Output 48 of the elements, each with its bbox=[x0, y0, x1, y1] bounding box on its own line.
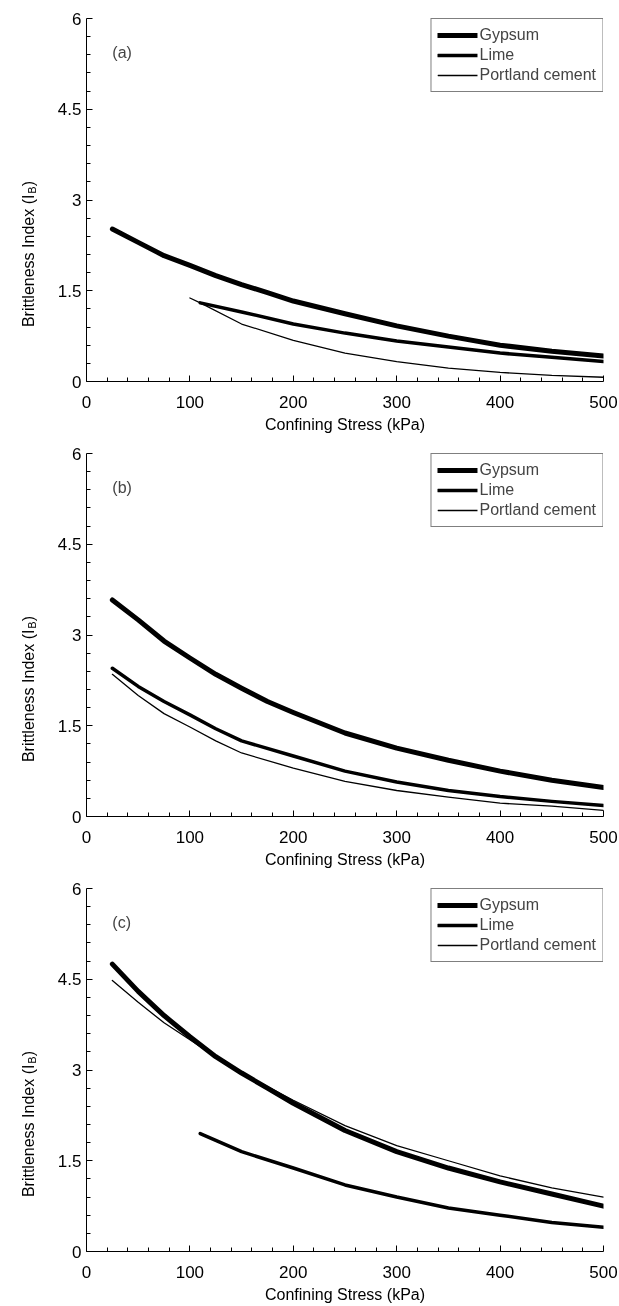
x-axis-title: Confining Stress (kPa) bbox=[264, 850, 426, 868]
x-tick-label: 500 bbox=[589, 827, 618, 847]
legend-label: Portland cement bbox=[479, 66, 596, 84]
y-tick-label: 1.5 bbox=[57, 281, 82, 301]
y-tick-label: 4.5 bbox=[57, 100, 82, 120]
legend-label: Lime bbox=[479, 481, 515, 499]
y-tick-label: 3 bbox=[72, 191, 82, 210]
x-axis-title: Confining Stress (kPa) bbox=[264, 415, 426, 433]
legend-label: Lime bbox=[479, 46, 515, 64]
annotation: (a) bbox=[112, 43, 132, 61]
x-tick-label: 100 bbox=[175, 827, 205, 847]
x-tick-label: 300 bbox=[382, 827, 411, 847]
legend-label: Gypsum bbox=[479, 896, 540, 914]
x-tick-label: 200 bbox=[279, 827, 308, 847]
y-tick-label: 6 bbox=[72, 9, 82, 29]
x-tick-label: 200 bbox=[279, 392, 308, 412]
y-tick-label: 0 bbox=[72, 807, 82, 827]
y-tick-label: 6 bbox=[72, 879, 82, 899]
x-tick-label: 100 bbox=[175, 1262, 205, 1282]
x-tick-label: 400 bbox=[485, 827, 515, 847]
y-tick-label: 4.5 bbox=[57, 970, 82, 990]
legend-label: Gypsum bbox=[479, 26, 540, 44]
y-tick-label: 1.5 bbox=[57, 1151, 82, 1171]
annotation: (c) bbox=[112, 913, 132, 931]
y-tick-label: 3 bbox=[72, 1061, 82, 1080]
y-tick-label: 4.5 bbox=[57, 535, 82, 555]
annotation: (b) bbox=[112, 478, 132, 496]
y-tick-label: 0 bbox=[72, 372, 82, 392]
x-tick-label: 300 bbox=[382, 392, 411, 412]
legend-label: Portland cement bbox=[479, 936, 596, 954]
x-tick-label: 500 bbox=[589, 1262, 618, 1282]
x-tick-label: 300 bbox=[382, 1262, 411, 1282]
y-axis-title: Brittleness Index (IB) bbox=[20, 180, 38, 328]
x-tick-label: 500 bbox=[589, 392, 618, 412]
x-tick-label: 400 bbox=[485, 1262, 515, 1282]
x-tick-label: 200 bbox=[279, 1262, 308, 1282]
y-tick-label: 3 bbox=[72, 626, 82, 645]
y-axis-title: Brittleness Index (IB) bbox=[20, 615, 38, 763]
x-tick-label: 400 bbox=[485, 392, 515, 412]
legend-label: Lime bbox=[479, 916, 515, 934]
legend-label: Gypsum bbox=[479, 461, 540, 479]
y-tick-label: 1.5 bbox=[57, 716, 82, 736]
y-axis-title: Brittleness Index (IB) bbox=[20, 1050, 38, 1198]
x-tick-label: 100 bbox=[175, 392, 205, 412]
y-tick-label: 0 bbox=[72, 1242, 82, 1262]
legend-label: Portland cement bbox=[479, 501, 596, 519]
y-tick-label: 6 bbox=[72, 444, 82, 464]
x-axis-title: Confining Stress (kPa) bbox=[264, 1285, 426, 1303]
